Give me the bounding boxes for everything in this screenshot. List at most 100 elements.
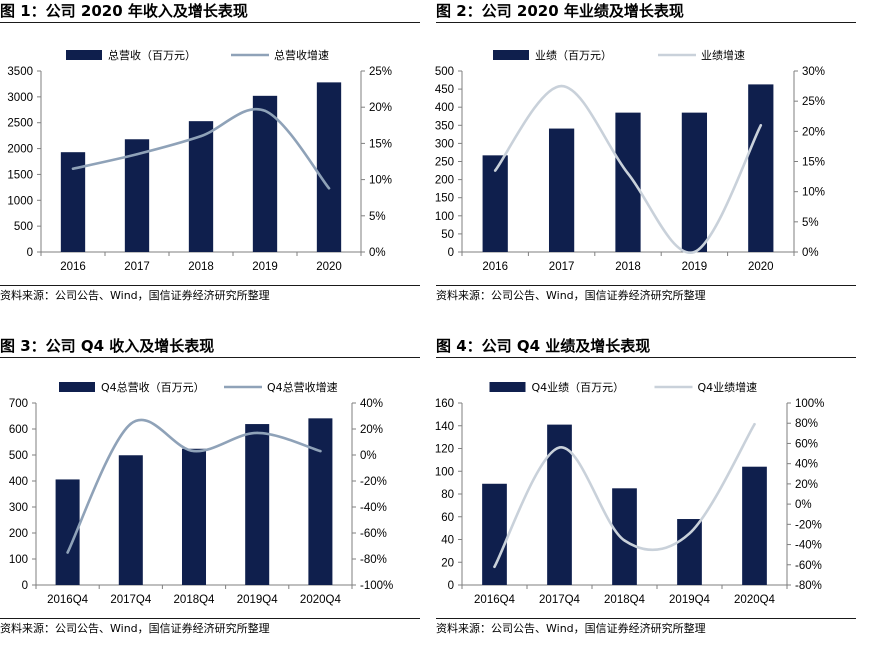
left-axis-tick-label: 200 xyxy=(435,175,454,187)
right-axis-tick-label: 15% xyxy=(369,138,392,150)
x-axis-tick-label: 2018 xyxy=(188,261,214,273)
bar xyxy=(748,84,774,252)
chart-title: 图 3：公司 Q4 收入及增长表现 xyxy=(0,335,420,358)
bar xyxy=(245,424,270,585)
x-axis-tick-label: 2019 xyxy=(682,261,708,273)
left-axis-tick-label: 50 xyxy=(441,229,454,241)
right-axis-tick-label: -60% xyxy=(795,560,822,572)
right-axis-tick-label: 30% xyxy=(802,66,825,78)
chart-title: 图 1：公司 2020 年收入及增长表现 xyxy=(0,0,420,23)
left-axis-tick-label: 140 xyxy=(435,421,454,433)
chart-source: 资料来源：公司公告、Wind，国信证券经济研究所整理 xyxy=(436,618,856,637)
growth-line xyxy=(66,418,322,554)
legend-bar-label: 总营收（百万元） xyxy=(108,48,196,62)
right-axis-tick-label: -80% xyxy=(795,580,822,592)
bar xyxy=(188,121,214,252)
bar xyxy=(308,418,333,585)
left-axis-tick-label: 3500 xyxy=(7,66,33,78)
left-axis-tick-label: 350 xyxy=(435,120,454,132)
right-axis-tick-label: 20% xyxy=(795,479,818,491)
x-axis-tick-label: 2019Q4 xyxy=(237,594,279,606)
x-axis-tick-label: 2020 xyxy=(316,261,342,273)
right-axis-tick-label: 20% xyxy=(369,102,392,114)
left-axis-tick-label: 80 xyxy=(441,489,454,501)
left-axis-tick-label: 0 xyxy=(22,580,28,592)
bar xyxy=(677,519,702,585)
right-axis-tick-label: 0% xyxy=(802,247,819,259)
x-axis-tick-label: 2018 xyxy=(615,261,641,273)
left-axis-tick-label: 450 xyxy=(435,84,454,96)
left-axis-tick-label: 60 xyxy=(441,512,454,524)
growth-line-point xyxy=(66,551,69,554)
right-axis-tick-label: 25% xyxy=(802,96,825,108)
left-axis-tick-label: 100 xyxy=(435,211,454,223)
x-axis-tick-label: 2020 xyxy=(748,261,774,273)
legend-bar-swatch xyxy=(489,382,526,392)
left-axis-tick-label: 3000 xyxy=(7,92,33,104)
x-axis-tick-label: 2016 xyxy=(482,261,508,273)
bar xyxy=(316,82,342,253)
left-axis-tick-label: 500 xyxy=(435,66,454,78)
left-axis-tick-label: 20 xyxy=(441,557,454,569)
legend-line-label: Q4业绩增速 xyxy=(698,380,758,394)
growth-line-point xyxy=(192,449,196,453)
growth-line-point xyxy=(558,446,561,449)
growth-line xyxy=(493,422,756,569)
legend-bar-swatch xyxy=(59,382,95,392)
right-axis-tick-label: -100% xyxy=(360,580,393,592)
left-axis-tick-label: 160 xyxy=(435,398,454,410)
growth-line-point xyxy=(256,431,259,435)
chart-plot: 0 500 1000 1500 2000 2500 3000 3500 0% 5% 10% 15% 20… xyxy=(7,48,392,273)
right-axis-tick-label: -20% xyxy=(795,519,822,531)
right-axis-tick-label: -40% xyxy=(795,540,822,552)
left-axis-tick-label: 120 xyxy=(435,444,454,456)
bar xyxy=(742,466,767,585)
x-axis-tick-label: 2017Q4 xyxy=(539,594,581,606)
left-axis-tick-label: 200 xyxy=(9,528,28,540)
bar xyxy=(124,139,150,252)
x-axis-tick-label: 2017 xyxy=(549,261,575,273)
right-axis-tick-label: 80% xyxy=(795,418,818,430)
growth-line-point xyxy=(626,172,630,175)
x-axis-tick-label: 2016Q4 xyxy=(474,594,516,606)
growth-line-point xyxy=(759,124,762,127)
left-axis-tick-label: 0 xyxy=(27,247,33,259)
x-axis-tick-label: 2019Q4 xyxy=(669,594,711,606)
legend-line-label: 总营收增速 xyxy=(274,48,329,62)
chart-plot: 0 50 100 150 200 250 300 350 400 450 500 0% 5% 10% 15%… xyxy=(435,48,825,273)
growth-line-point xyxy=(494,169,497,172)
right-axis-tick-label: -80% xyxy=(360,554,387,566)
left-axis-tick-label: 600 xyxy=(9,424,28,436)
right-axis-tick-label: 0% xyxy=(795,499,812,511)
chart-source: 资料来源：公司公告、Wind，国信证券经济研究所整理 xyxy=(436,285,856,304)
right-axis-tick-label: -40% xyxy=(360,502,387,514)
right-axis-tick-label: 60% xyxy=(795,438,818,450)
right-axis-tick-label: 100% xyxy=(795,398,824,410)
bar xyxy=(252,95,278,252)
growth-line-point xyxy=(753,423,756,426)
bar xyxy=(615,112,641,252)
left-axis-tick-label: 0 xyxy=(448,247,454,259)
growth-line-point xyxy=(688,532,691,535)
left-axis-tick-label: 400 xyxy=(9,476,28,488)
left-axis-tick-label: 150 xyxy=(435,193,454,205)
left-axis-tick-label: 40 xyxy=(441,535,454,547)
right-axis-tick-label: 10% xyxy=(369,175,392,187)
left-axis-tick-label: 100 xyxy=(435,466,454,478)
chart-panel-2: 图 2：公司 2020 年业绩及增长表现 0 50 100 150 200 250 300 3… xyxy=(435,0,872,331)
right-axis-tick-label: -20% xyxy=(360,476,387,488)
x-axis-tick-label: 2016Q4 xyxy=(47,594,89,606)
growth-line-point xyxy=(693,250,696,254)
right-axis-tick-label: 20% xyxy=(802,126,825,138)
bar xyxy=(612,488,637,585)
chart-title: 图 4：公司 Q4 业绩及增长表现 xyxy=(436,335,856,358)
growth-line-point xyxy=(263,109,267,113)
right-axis-tick-label: 40% xyxy=(360,398,383,410)
bar xyxy=(482,483,507,585)
growth-line-point xyxy=(493,565,496,568)
legend-bar-swatch xyxy=(66,50,102,60)
growth-line-point xyxy=(71,167,75,170)
chart-source: 资料来源：公司公告、Wind，国信证券经济研究所整理 xyxy=(0,618,420,637)
growth-line xyxy=(493,84,763,254)
right-axis-tick-label: 0% xyxy=(360,450,377,462)
